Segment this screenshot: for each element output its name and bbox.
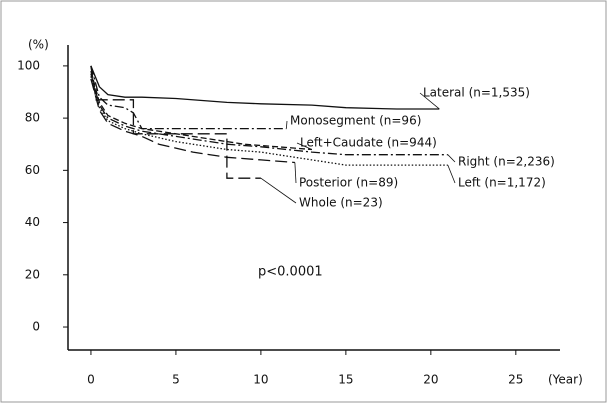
x-tick-label: 10 [253, 373, 268, 387]
y-tick-label: 60 [25, 163, 40, 177]
annotation: p<0.0001 [258, 265, 323, 280]
x-axis-label: (Year) [548, 373, 583, 387]
series-label: Monosegment (n=96) [290, 114, 421, 128]
series-label: Whole (n=23) [299, 196, 383, 210]
leader-line [447, 154, 456, 163]
series-label: Left+Caudate (n=944) [300, 136, 437, 150]
leader-line [419, 92, 440, 110]
survival-line [90, 65, 287, 130]
x-tick-label: 15 [338, 373, 353, 387]
leader-line [294, 162, 297, 184]
y-axis-label: (%) [28, 38, 49, 52]
y-tick-label: 40 [25, 215, 40, 229]
survival-line [90, 70, 312, 151]
x-tick-label: 20 [423, 373, 438, 387]
survival-line [90, 65, 440, 110]
x-tick-label: 5 [172, 373, 180, 387]
survival-line [90, 65, 261, 179]
y-tick-label: 100 [17, 58, 40, 72]
leader-line [260, 177, 297, 204]
x-tick-label: 0 [87, 373, 95, 387]
y-tick-label: 0 [32, 320, 40, 334]
x-tick-label: 25 [508, 373, 523, 387]
survival-line [90, 73, 448, 156]
series-label: Left (n=1,172) [458, 176, 546, 190]
series-label: Right (n=2,236) [458, 155, 555, 169]
leader-line [447, 164, 456, 184]
series-label: Posterior (n=89) [299, 176, 398, 190]
y-tick-label: 80 [25, 111, 40, 125]
y-tick-label: 20 [25, 267, 40, 281]
leader-line [285, 120, 288, 129]
leader-line [296, 142, 313, 150]
survival-line [90, 78, 295, 164]
series-label: Lateral (n=1,535) [423, 86, 530, 100]
